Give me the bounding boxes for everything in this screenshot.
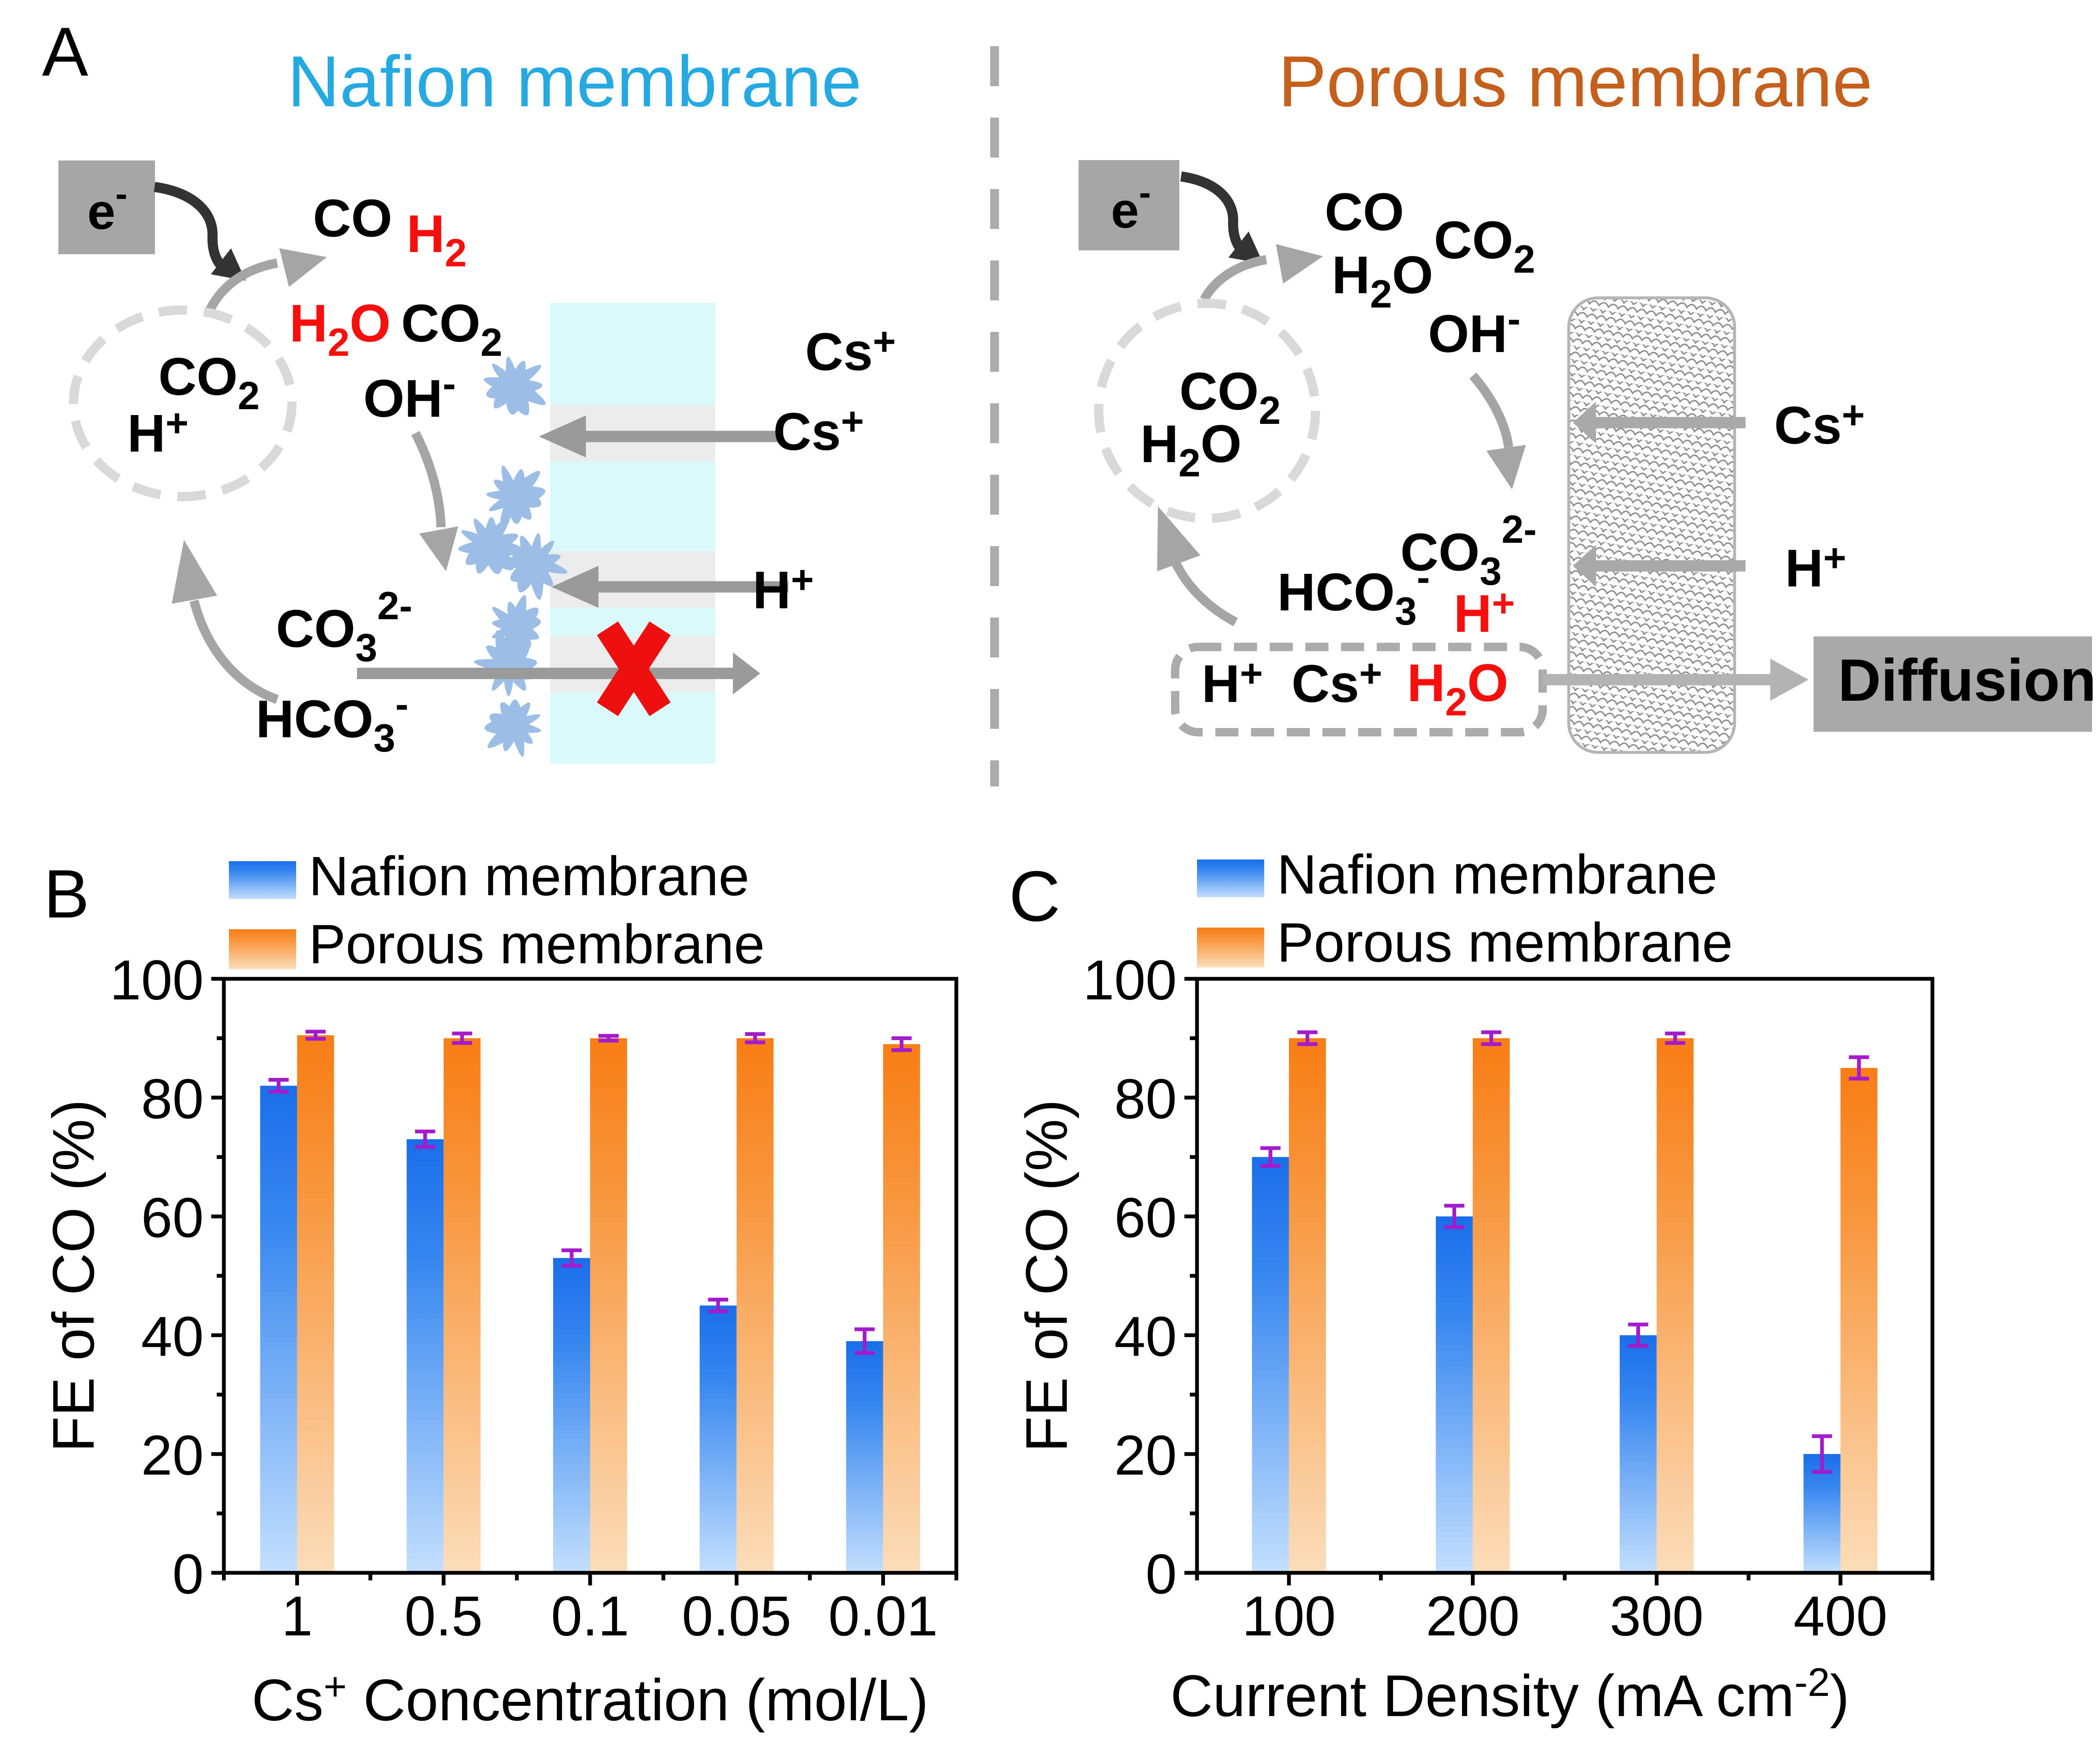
svg-text:Nafion membrane: Nafion membrane [1277,844,1717,905]
svg-text:100: 100 [1083,949,1177,1012]
svg-text:CO2: CO2 [158,347,260,418]
svg-text:Porous membrane: Porous membrane [309,913,765,975]
svg-text:H+: H+ [1202,651,1263,713]
svg-text:Nafion membrane: Nafion membrane [309,845,749,907]
svg-text:400: 400 [1793,1585,1887,1648]
svg-text:Cs+ Concentration (mol/L): Cs+ Concentration (mol/L) [252,1664,929,1733]
svg-text:Porous membrane: Porous membrane [1278,41,1873,122]
svg-text:0.1: 0.1 [551,1585,629,1648]
svg-text:C: C [1009,857,1060,936]
svg-text:Diffusion: Diffusion [1838,647,2096,714]
svg-text:CO: CO [313,189,392,248]
svg-text:B: B [44,855,89,932]
svg-text:OH-: OH- [363,361,456,428]
svg-text:H+: H+ [127,401,189,463]
svg-text:A: A [42,13,88,90]
svg-text:H+: H+ [1785,536,1846,598]
svg-text:CO32-: CO32- [1400,507,1537,593]
svg-text:HCO3-: HCO3- [256,682,409,760]
svg-text:H2O: H2O [1332,245,1433,316]
svg-text:Cs+: Cs+ [1292,651,1382,713]
svg-text:0.01: 0.01 [828,1585,938,1648]
svg-text:Current Density (mA cm-2): Current Density (mA cm-2) [1171,1660,1850,1729]
svg-text:0: 0 [172,1543,204,1606]
svg-text:CO32-: CO32- [276,584,412,670]
svg-text:Cs+: Cs+ [805,319,896,381]
svg-text:Porous membrane: Porous membrane [1277,912,1733,973]
svg-text:CO: CO [1325,182,1404,242]
svg-text:0: 0 [1145,1543,1177,1606]
svg-text:80: 80 [141,1068,204,1130]
svg-text:CO2: CO2 [401,294,502,364]
svg-text:HCO3-: HCO3- [1277,555,1430,633]
svg-text:20: 20 [1114,1424,1177,1487]
svg-text:Nafion membrane: Nafion membrane [287,41,861,122]
svg-text:FE of CO (%): FE of CO (%) [40,1099,106,1452]
svg-text:100: 100 [1242,1585,1336,1648]
svg-text:40: 40 [141,1305,204,1368]
svg-text:60: 60 [141,1187,204,1249]
svg-text:Cs+: Cs+ [773,399,864,461]
svg-text:H2O: H2O [1407,653,1508,724]
svg-text:200: 200 [1426,1585,1520,1648]
svg-text:0.05: 0.05 [682,1585,791,1648]
svg-text:H2: H2 [407,204,467,275]
svg-text:FE of CO (%): FE of CO (%) [1013,1099,1079,1452]
svg-text:40: 40 [1114,1305,1177,1368]
svg-text:Cs+: Cs+ [1774,393,1865,455]
svg-text:80: 80 [1114,1068,1177,1130]
svg-text:CO2: CO2 [1179,362,1281,432]
svg-text:H2O: H2O [1140,414,1242,485]
svg-text:1: 1 [281,1585,313,1648]
svg-text:100: 100 [110,949,204,1012]
svg-text:300: 300 [1610,1585,1704,1648]
svg-text:60: 60 [1114,1187,1177,1249]
svg-text:CO2: CO2 [1434,210,1535,281]
svg-text:0.5: 0.5 [404,1585,483,1648]
svg-text:e-: e- [87,174,127,240]
svg-text:H+: H+ [753,557,814,620]
svg-text:H+: H+ [1454,581,1515,643]
svg-text:20: 20 [141,1424,204,1487]
svg-text:OH-: OH- [1428,297,1520,363]
svg-text:H2O: H2O [289,294,391,364]
svg-text:e-: e- [1111,173,1151,239]
